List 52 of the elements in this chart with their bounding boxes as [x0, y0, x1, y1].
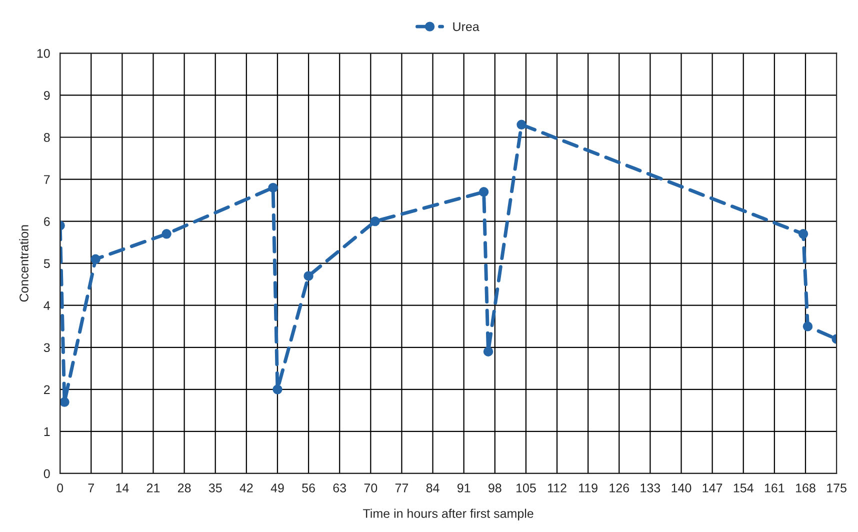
y-axis-title: Concentration	[19, 225, 28, 302]
x-tick-label: 147	[702, 484, 722, 492]
x-tick-label: 42	[240, 484, 253, 492]
point	[272, 384, 282, 394]
legend-label: Urea	[453, 22, 480, 32]
x-tick-label: 84	[426, 484, 440, 492]
point	[90, 254, 100, 264]
x-tick-label: 175	[827, 484, 846, 492]
y-tick-label: 7	[44, 175, 50, 184]
x-axis-title: Time in hours after first sample	[363, 508, 534, 520]
y-tick-label: 10	[37, 49, 50, 58]
x-tick-label: 0	[57, 484, 64, 492]
point	[304, 271, 314, 281]
x-tick-label: 14	[116, 484, 129, 492]
x-tick-label: 35	[208, 484, 222, 492]
point	[60, 397, 70, 407]
x-tick-label: 7	[88, 484, 94, 492]
y-tick-label: 2	[44, 385, 50, 394]
x-tick-label: 112	[548, 484, 566, 492]
point	[370, 216, 380, 226]
x-tick-label: 91	[457, 484, 470, 492]
x-tick-label: 168	[796, 484, 816, 492]
y-tick-label: 1	[44, 427, 50, 436]
x-tick-label: 133	[640, 484, 660, 492]
point	[483, 346, 494, 356]
x-tick-label: 70	[364, 484, 378, 492]
x-tick-label: 28	[178, 484, 191, 492]
y-tick-label: 9	[44, 91, 50, 100]
x-tick-label: 119	[579, 484, 598, 492]
y-tick-label: 4	[44, 301, 50, 310]
point	[268, 182, 278, 193]
x-tick-label: 77	[395, 484, 408, 492]
x-tick-label: 161	[764, 484, 784, 492]
point	[162, 229, 172, 239]
x-tick-label: 63	[333, 484, 346, 492]
x-tick-label: 126	[610, 484, 630, 492]
x-tick-label: 49	[270, 484, 284, 492]
y-tick-label: 5	[44, 259, 50, 268]
point	[516, 120, 526, 130]
point	[798, 229, 808, 239]
x-tick-label: 98	[488, 484, 502, 492]
y-tick-label: 8	[44, 133, 50, 142]
point	[802, 322, 813, 332]
y-tick-label: 3	[44, 343, 50, 352]
x-tick-label: 56	[302, 484, 315, 492]
y-tick-label: 0	[44, 469, 50, 478]
x-tick-label: 105	[516, 484, 536, 492]
x-tick-label: 154	[734, 484, 754, 492]
y-tick-label: 6	[44, 217, 50, 226]
point	[478, 187, 489, 197]
x-tick-label: 21	[146, 484, 160, 492]
x-tick-label: 140	[672, 484, 692, 492]
